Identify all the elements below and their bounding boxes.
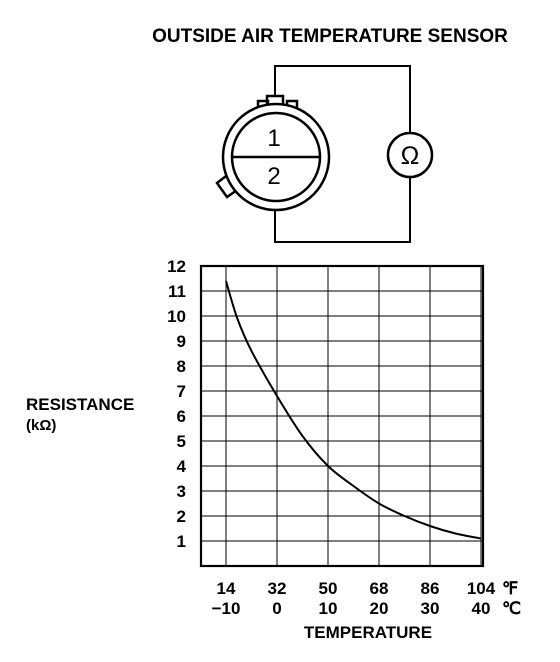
y-tick-label: 8 — [177, 357, 186, 376]
y-tick-label: 5 — [177, 432, 186, 451]
diagram-title: OUTSIDE AIR TEMPERATURE SENSOR — [152, 26, 508, 47]
ohmmeter-icon — [386, 131, 434, 179]
x-tick-label-f: 104 — [467, 579, 496, 598]
y-tick-label: 12 — [167, 257, 186, 276]
x-tick-label-c: 30 — [421, 599, 440, 618]
x-tick-label-c: 40 — [472, 599, 491, 618]
y-tick-label: 10 — [167, 307, 186, 326]
x-tick-label-f: 68 — [370, 579, 389, 598]
y-axis-label: RESISTANCE — [26, 395, 134, 414]
y-tick-label: 11 — [168, 282, 186, 301]
wire-bottom — [274, 178, 411, 243]
x-axis-label: TEMPERATURE — [304, 623, 432, 642]
y-tick-label: 3 — [177, 482, 186, 501]
y-tick-label: 1 — [177, 532, 186, 551]
y-tick-label: 9 — [177, 332, 186, 351]
ohm-symbol: Ω — [401, 142, 420, 170]
x-tick-label-c: 10 — [319, 599, 338, 618]
x-tick-label-c: 0 — [272, 599, 281, 618]
x-tick-label-f: 86 — [421, 579, 440, 598]
pin-2-label: 2 — [267, 163, 280, 190]
chart-frame — [199, 264, 485, 568]
x-tick-label-c: 20 — [370, 599, 389, 618]
meter-wiring — [274, 65, 411, 243]
y-tick-label: 4 — [177, 457, 187, 476]
connector-side-tab — [215, 172, 241, 199]
x-tick-label-f: 14 — [217, 579, 236, 598]
x-tick-label-f: 32 — [268, 579, 287, 598]
x-tick-label-f: 50 — [319, 579, 338, 598]
unit-celsius: ℃ — [502, 599, 521, 618]
y-axis-unit: (kΩ) — [26, 417, 56, 434]
chart-grid — [201, 266, 483, 566]
pin-1-label: 1 — [267, 125, 280, 152]
x-tick-label-c: −10 — [212, 599, 241, 618]
y-tick-label: 6 — [177, 407, 186, 426]
unit-fahrenheit: ℉ — [502, 579, 518, 598]
wire-top — [274, 65, 411, 132]
y-tick-label: 7 — [177, 382, 186, 401]
sensor-connector — [215, 94, 331, 212]
resistance-curve — [225, 280, 482, 540]
y-tick-label: 2 — [177, 507, 186, 526]
y-tick-labels: 12 11 10 9 8 7 6 5 4 3 2 1 — [167, 257, 186, 551]
